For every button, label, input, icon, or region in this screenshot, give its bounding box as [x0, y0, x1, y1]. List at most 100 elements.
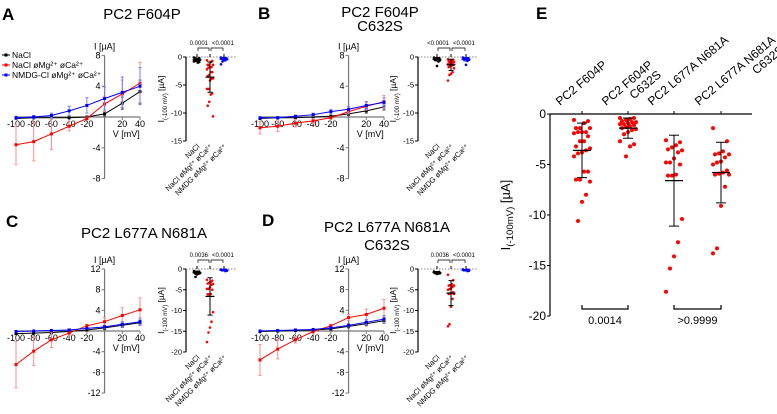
data-point: [680, 217, 684, 222]
data-point: [620, 119, 624, 124]
data-point: [628, 124, 632, 129]
iv-series: [14, 317, 142, 334]
y-tick-label: -8: [93, 367, 101, 377]
data-point: [634, 120, 638, 125]
data-point: [624, 118, 628, 123]
data-point: [448, 322, 451, 326]
data-point: [451, 70, 454, 74]
x-tick-label: 40: [135, 333, 145, 343]
data-point: [711, 251, 715, 256]
data-point: [206, 104, 210, 108]
chart-title: C632S: [357, 18, 403, 35]
chart-title: PC2 L677A N681A: [81, 225, 207, 242]
data-point: [632, 116, 636, 121]
y-tick-label: -15: [529, 259, 547, 273]
data-point: [446, 324, 450, 328]
data-point: [711, 126, 715, 131]
y-axis-label: I(-100 mV) [µA]: [156, 287, 169, 334]
bracket-line: [197, 47, 210, 51]
data-point: [588, 146, 592, 151]
data-point: [572, 131, 576, 136]
x-axis-label: V [mV]: [113, 129, 140, 139]
series-line: [15, 85, 141, 119]
data-point: [276, 116, 280, 120]
y-tick-label: -20: [529, 309, 547, 323]
data-point: [447, 284, 451, 287]
data-point: [85, 328, 89, 332]
data-point: [632, 123, 636, 128]
data-point: [576, 130, 580, 135]
data-point: [630, 120, 634, 125]
data-point: [138, 84, 142, 88]
legend-marker-icon: [4, 63, 8, 67]
y-label-main: I: [388, 120, 398, 122]
y-label-unit: [µA]: [156, 76, 166, 94]
data-point: [451, 285, 454, 289]
data-point: [435, 64, 439, 68]
data-point: [293, 114, 297, 118]
x-tick-label: -20: [324, 119, 337, 129]
data-point: [85, 103, 89, 107]
data-point: [446, 288, 450, 292]
x-axis-label: V [mV]: [357, 129, 384, 139]
y-label-unit: [µA]: [498, 180, 513, 207]
data-point: [717, 151, 721, 156]
panel-label: B: [258, 4, 270, 23]
y-tick-label: 0: [539, 107, 546, 121]
x-tick-label: -20: [80, 333, 93, 343]
significance-bracket: 0.0014: [581, 305, 629, 327]
data-point: [138, 308, 142, 312]
y-tick-label: -8: [337, 367, 345, 377]
data-point: [576, 151, 580, 156]
x-tick-label: -40: [307, 119, 320, 129]
y-tick-label: -4: [93, 143, 101, 153]
data-point: [624, 154, 628, 159]
group: [461, 266, 471, 273]
group: [205, 266, 215, 344]
data-point: [329, 116, 333, 120]
significance-bracket: >0.9999: [673, 305, 722, 327]
group: [572, 111, 592, 224]
data-point: [672, 254, 676, 259]
group: [664, 111, 684, 294]
legend-item: NaCl øMg²⁺ øCa²⁺: [2, 60, 84, 70]
category-label: PC2 L677A N681A: [645, 33, 731, 108]
y-label-sub: (-100 mV): [163, 93, 169, 120]
p-value: <0.0001: [212, 253, 235, 259]
data-point: [32, 331, 36, 335]
data-point: [711, 162, 715, 167]
y-tick-label: 0: [410, 265, 414, 274]
significance-bracket: <0.0001: [427, 41, 451, 51]
data-point: [578, 177, 582, 182]
data-point: [668, 160, 672, 165]
data-point: [582, 139, 586, 144]
data-point: [120, 90, 124, 94]
data-point: [311, 115, 315, 119]
group: [446, 266, 456, 328]
iv-chart-C: PC2 L677A N681A-100 -80 -60 -40 -20 20 401284-…: [7, 225, 207, 398]
data-point: [14, 116, 18, 120]
data-point: [276, 347, 280, 351]
data-point: [572, 118, 576, 123]
panel-label: D: [262, 211, 274, 230]
data-point: [432, 56, 436, 59]
y-tick-label: 4: [340, 81, 345, 91]
data-point: [674, 172, 678, 177]
data-point: [205, 278, 209, 282]
x-tick-label: -20: [80, 119, 93, 129]
y-tick-label: -5: [535, 158, 546, 172]
data-point: [347, 323, 351, 327]
data-point: [67, 116, 71, 120]
data-point: [293, 116, 297, 120]
y-tick-label: -5: [407, 81, 414, 90]
data-point: [676, 240, 680, 245]
y-tick-label: 0: [410, 53, 414, 62]
data-point: [32, 349, 36, 353]
data-point: [209, 93, 213, 96]
data-point: [14, 332, 18, 336]
data-point: [205, 59, 209, 62]
series-line: [259, 318, 385, 332]
data-point: [618, 122, 622, 127]
data-point: [588, 179, 592, 184]
